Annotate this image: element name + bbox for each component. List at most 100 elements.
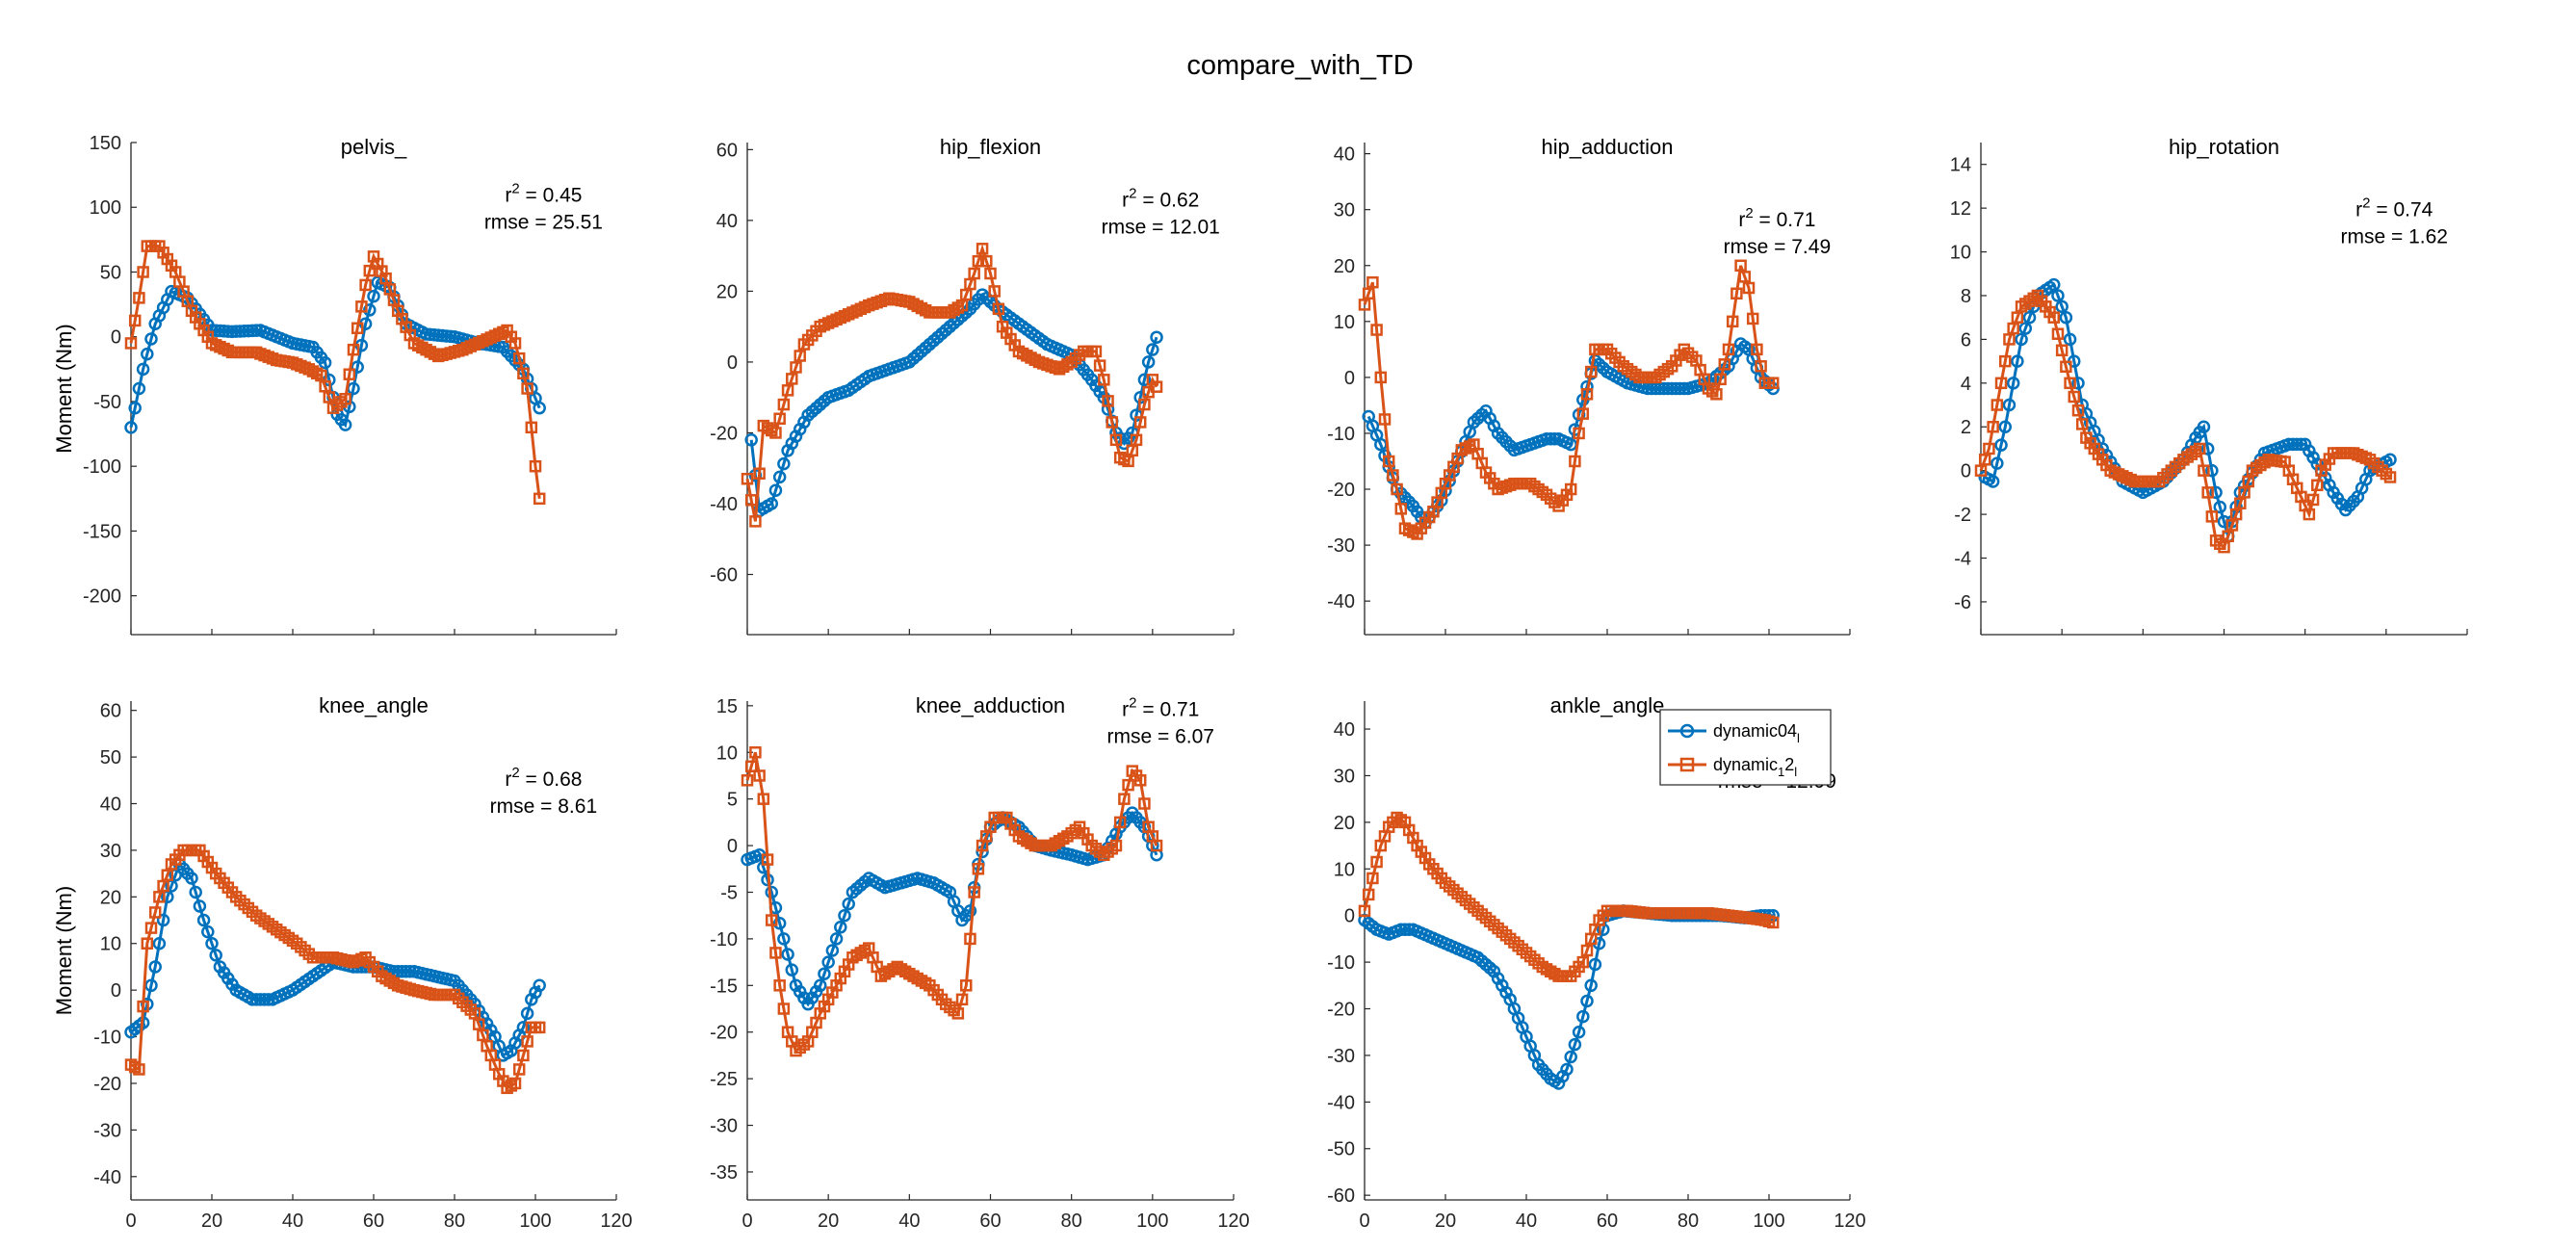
y-tick-label: 30: [1334, 766, 1355, 787]
panel-hip-rotation: -6 -4 -2 0 2 4 6 8 10 12 14 hip_rotation r2 = 0.74 rm…: [1950, 135, 2468, 636]
y-tick-label: -35: [710, 1162, 738, 1184]
series-markers-dynamic04: [1358, 904, 1780, 1090]
data-point: [1738, 271, 1752, 283]
data-point: [1366, 275, 1379, 289]
data-point: [2060, 360, 2072, 374]
data-point: [1678, 381, 1691, 396]
data-point: [137, 266, 149, 278]
data-point: [741, 472, 754, 485]
data-point: [1387, 469, 1399, 482]
data-point: [391, 965, 404, 978]
data-point: [351, 322, 364, 334]
data-point: [2290, 437, 2303, 452]
data-point: [318, 355, 332, 370]
data-point: [777, 456, 791, 471]
data-point: [2213, 500, 2227, 514]
x-tick-label: 80: [1061, 1211, 1082, 1232]
data-point: [257, 993, 272, 1006]
data-point: [2063, 332, 2077, 347]
data-point: [246, 324, 259, 338]
y-tick-label: 0: [1961, 461, 1971, 482]
data-point: [339, 393, 351, 405]
data-point: [825, 944, 840, 957]
data-point: [2200, 442, 2215, 456]
data-point: [960, 979, 973, 992]
data-point: [2282, 437, 2296, 452]
x-tick-label: 80: [1678, 1211, 1699, 1232]
series-markers-dynamic: [741, 746, 1163, 1057]
data-point: [1118, 793, 1131, 805]
data-point: [1983, 442, 1995, 456]
data-point: [144, 922, 158, 934]
data-point: [1398, 923, 1412, 936]
data-point: [1576, 1009, 1590, 1024]
data-point: [786, 373, 798, 385]
data-point: [1402, 923, 1416, 936]
data-point: [124, 337, 138, 350]
y-tick-label: 40: [1334, 719, 1355, 741]
data-point: [136, 362, 150, 377]
y-tick-label: -5: [720, 882, 738, 903]
data-point: [842, 897, 855, 911]
y-tick-label: 0: [727, 352, 738, 374]
data-point: [359, 278, 372, 292]
series-markers-dynamic: [1358, 259, 1780, 540]
data-point: [2383, 471, 2397, 483]
data-point: [777, 398, 791, 411]
data-point: [744, 494, 758, 507]
data-point: [992, 302, 1005, 316]
series-markers-dynamic: [124, 844, 546, 1095]
data-point: [1133, 774, 1147, 787]
x-tick-label: 20: [201, 1211, 222, 1232]
series-markers-dynamic: [741, 243, 1163, 528]
y-tick-label: -40: [93, 1167, 121, 1188]
data-point: [1766, 377, 1780, 389]
x-tick-label: 120: [1217, 1211, 1249, 1232]
data-point: [2051, 289, 2065, 302]
y-tick-label: -150: [83, 521, 121, 542]
data-point: [1564, 1050, 1577, 1064]
panel-title: hip_rotation: [2169, 135, 2279, 159]
y-tick-label: 0: [1344, 368, 1355, 389]
data-point: [2225, 519, 2239, 532]
data-point: [984, 267, 997, 280]
data-point: [148, 960, 162, 974]
data-point: [237, 325, 251, 338]
panel-title: hip_flexion: [940, 135, 1041, 159]
y-tick-label: 20: [1334, 813, 1355, 834]
y-tick-label: 100: [90, 197, 121, 219]
y-tick-label: -40: [1327, 591, 1355, 612]
y-tick-label: -40: [710, 494, 738, 515]
y-tick-label: 10: [1334, 312, 1355, 333]
data-point: [517, 1049, 530, 1062]
legend-box: [1659, 709, 1832, 786]
data-point: [128, 314, 142, 327]
data-point: [2015, 332, 2028, 347]
y-tick-label: -20: [710, 423, 738, 444]
data-point: [765, 885, 778, 899]
y-tick-label: 20: [716, 281, 738, 302]
y-tick-label: -20: [710, 1023, 738, 1044]
data-point: [1568, 1037, 1582, 1052]
data-point: [205, 936, 219, 951]
r2-annotation: r2 = 0.71: [1738, 205, 1815, 231]
data-point: [1576, 407, 1590, 420]
data-point: [1998, 420, 2012, 433]
x-tick-label: 60: [1597, 1211, 1618, 1232]
data-point: [533, 1021, 546, 1034]
data-point: [2294, 437, 2308, 452]
data-point: [2047, 311, 2060, 324]
data-point: [1106, 416, 1118, 429]
data-point: [964, 932, 976, 946]
data-point: [468, 1007, 481, 1020]
data-point: [124, 421, 138, 434]
data-point: [1991, 456, 2004, 470]
x-tick-label: 40: [282, 1211, 303, 1232]
data-point: [1584, 978, 1598, 993]
data-point: [1746, 312, 1759, 326]
legend-label: dynamic04l: [1713, 721, 1800, 745]
data-point: [1102, 395, 1114, 407]
y-tick-label: 40: [716, 211, 738, 232]
data-point: [2055, 344, 2069, 357]
